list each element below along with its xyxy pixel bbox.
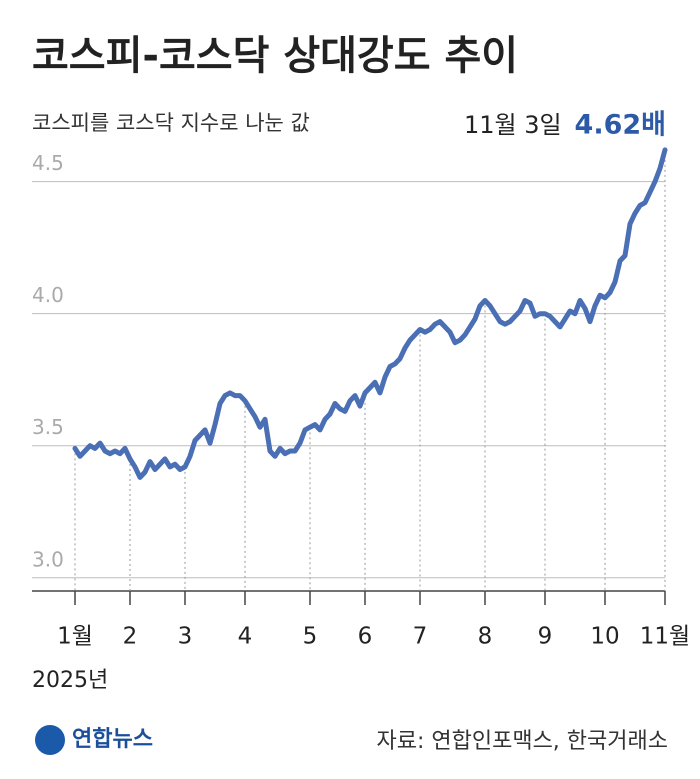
logo-text: 연합뉴스: [72, 726, 153, 752]
source: 자료: 연합인포맥스, 한국거래소: [376, 729, 668, 754]
annotation: 11월 3일: [464, 111, 562, 139]
y-tick-label: 3.5: [32, 415, 64, 439]
x-tick-label: 2: [123, 624, 138, 650]
x-tick-label: 5: [303, 624, 318, 650]
logo: 연합뉴스: [35, 725, 153, 755]
x-axis-label: 2025년: [32, 668, 108, 693]
x-tick-label: 10: [590, 624, 619, 650]
y-tick-label: 3.0: [32, 547, 64, 571]
x-tick-label: 4: [238, 624, 253, 650]
line-series: [72, 147, 668, 480]
x-tick-label: 3: [178, 624, 193, 650]
x-tick-label: 9: [538, 624, 553, 650]
value-label: 4.62배: [575, 110, 666, 141]
x-tick-label: 6: [358, 624, 373, 650]
x-tick-label: 11월: [640, 624, 690, 650]
chart-subtitle: 코스피를 코스닥 지수로 나눈 값: [32, 111, 310, 135]
chart-title: 코스피-코스닥 상대강도 추이: [32, 33, 518, 79]
x-tick-label: 1월: [57, 624, 93, 650]
x-tick-label: 8: [478, 624, 493, 650]
logo-icon: [35, 725, 65, 755]
y-tick-label: 4.0: [32, 283, 64, 307]
x-tick-label: 7: [413, 624, 428, 650]
y-tick-label: 4.5: [32, 151, 64, 175]
